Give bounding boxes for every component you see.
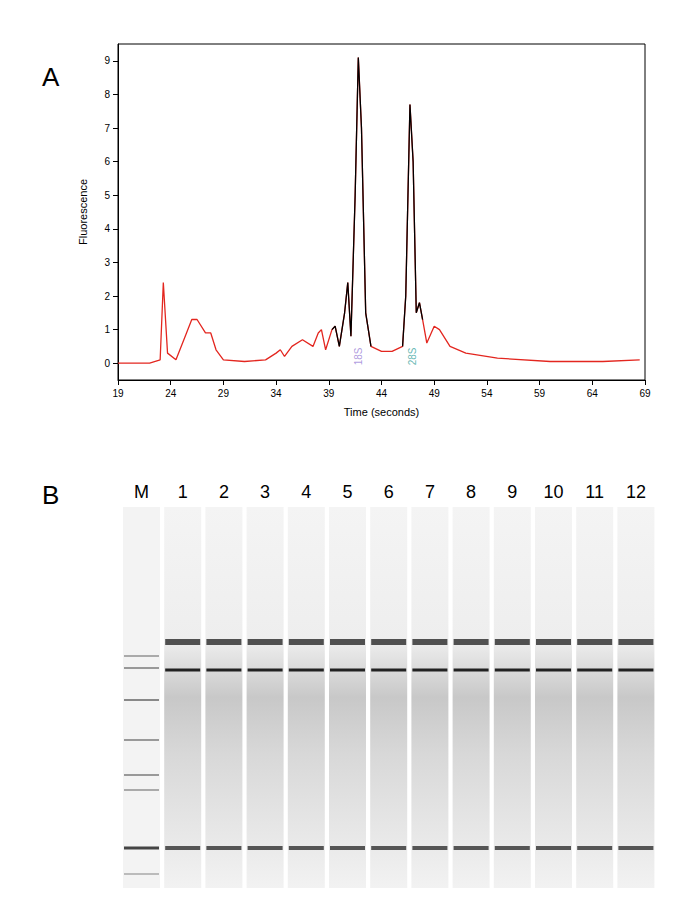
svg-text:6: 6: [104, 156, 110, 167]
svg-text:54: 54: [481, 388, 493, 399]
svg-text:8: 8: [466, 482, 476, 502]
svg-text:18S: 18S: [353, 347, 364, 365]
svg-text:69: 69: [639, 388, 651, 399]
svg-text:Time (seconds): Time (seconds): [344, 406, 419, 418]
svg-text:9: 9: [507, 482, 517, 502]
svg-text:34: 34: [271, 388, 283, 399]
svg-text:11: 11: [585, 482, 604, 502]
svg-text:7: 7: [104, 123, 110, 134]
svg-text:Fluorescence: Fluorescence: [77, 179, 89, 245]
svg-text:8: 8: [104, 89, 110, 100]
svg-text:1: 1: [178, 482, 188, 502]
svg-text:28S: 28S: [407, 347, 418, 365]
svg-text:29: 29: [218, 388, 230, 399]
svg-text:2: 2: [104, 291, 110, 302]
svg-text:12: 12: [626, 482, 646, 502]
svg-text:9: 9: [104, 55, 110, 66]
svg-text:59: 59: [534, 388, 546, 399]
svg-text:5: 5: [104, 190, 110, 201]
svg-text:7: 7: [425, 482, 435, 502]
svg-text:4: 4: [301, 482, 311, 502]
svg-text:4: 4: [104, 223, 110, 234]
svg-text:24: 24: [165, 388, 177, 399]
svg-text:5: 5: [342, 482, 352, 502]
svg-text:6: 6: [384, 482, 394, 502]
svg-text:19: 19: [112, 388, 124, 399]
svg-text:3: 3: [104, 257, 110, 268]
html-text:A: A: [42, 62, 60, 92]
svg-text:2: 2: [219, 482, 229, 502]
svg-text:49: 49: [429, 388, 441, 399]
svg-text:10: 10: [543, 482, 563, 502]
svg-text:64: 64: [587, 388, 599, 399]
svg-text:M: M: [134, 482, 149, 502]
html-text:B: B: [42, 480, 60, 510]
svg-text:1: 1: [104, 324, 110, 335]
svg-text:3: 3: [260, 482, 270, 502]
svg-text:44: 44: [376, 388, 388, 399]
svg-text:39: 39: [323, 388, 335, 399]
svg-text:0: 0: [104, 358, 110, 369]
